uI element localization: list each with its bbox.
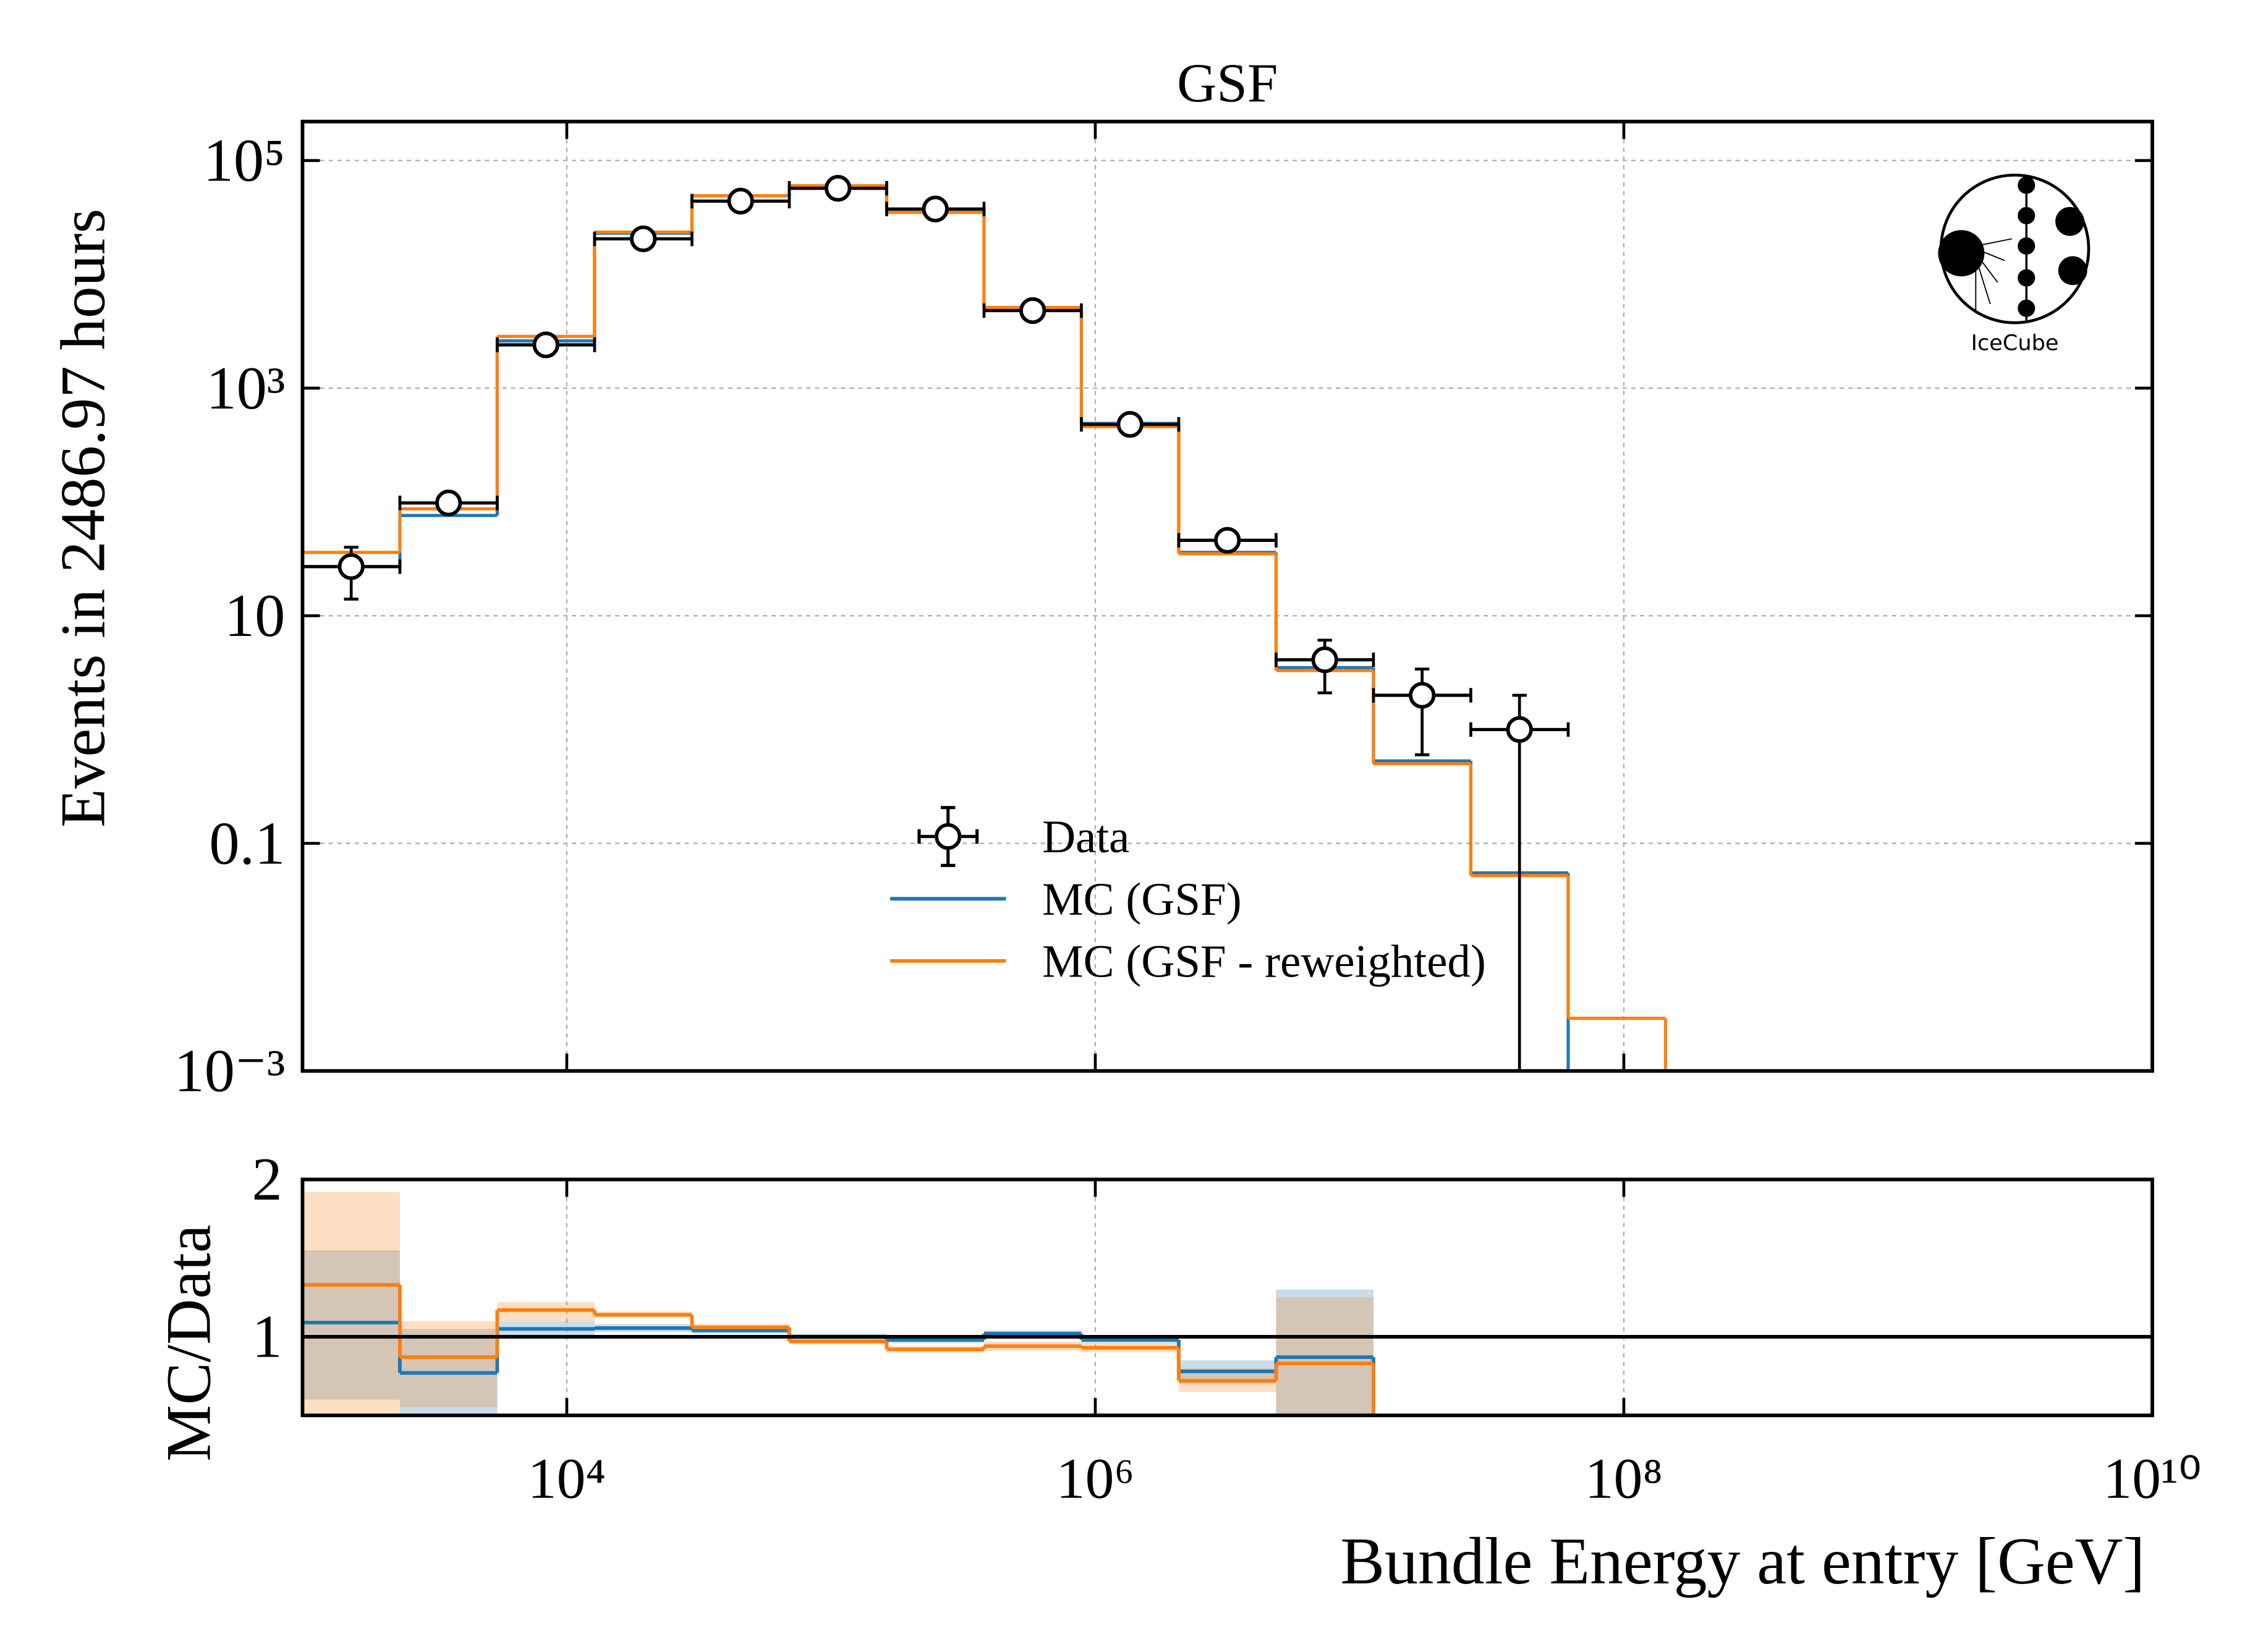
y-error-cap [1415,667,1430,756]
y-tick-label: 0.1 [209,810,285,877]
x-error-cap [593,231,694,247]
legend-label: Data [1042,811,1129,863]
x-error-cap [982,303,1083,318]
y-error-cap [344,546,359,601]
ratio-y-axis-label: MC/Data [154,1224,224,1461]
y-tick-label: 1 [252,1303,282,1371]
y-axis-label: Events in 2486.97 hours [48,209,119,828]
x-error-cap [885,201,986,216]
x-error-cap [1080,417,1181,432]
y-error-cap [1317,638,1332,695]
plot-area [302,121,2153,1071]
data-point [1311,646,1338,674]
x-tick-label: 10⁸ [1585,1447,1663,1511]
data-point [532,331,559,358]
data-point [1214,527,1241,554]
data-point [1116,411,1144,438]
legend-label: MC (GSF) [1042,874,1242,925]
x-error-cap [496,337,596,352]
x-error-cap [398,496,499,510]
data-point [435,489,462,517]
x-error-cap [1372,688,1472,703]
x-error-cap [1469,722,1570,737]
data-point [630,225,657,253]
y-tick-label: 10⁻³ [174,1038,286,1105]
data-point [1409,682,1436,709]
uncertainty-band [302,1192,400,1416]
x-tick-label: 10⁶ [1056,1447,1134,1511]
data-point [825,175,852,202]
ratio-frame [300,1177,2154,1418]
data-point [1019,297,1046,324]
data-point [922,195,949,222]
uncertainty-band [302,1250,400,1400]
logo-text: IceCube [1971,331,2059,356]
x-error-cap [302,559,402,574]
uncertainty-band [1276,1289,1373,1416]
x-axis-label: Bundle Energy at entry [GeV] [1340,1525,2145,1598]
x-error-cap [690,193,791,209]
x-tick-label: 10¹⁰ [2103,1447,2201,1511]
ratio-area [302,1179,2153,1416]
y-tick-label: 10⁵ [203,127,286,195]
legend-label: MC (GSF - reweighted) [1042,936,1486,988]
uncertainty-band [399,1321,498,1408]
data-point [1506,716,1533,743]
y-tick-label: 10 [224,582,285,650]
x-error-cap [1275,652,1375,667]
chart-title: GSF [1177,53,1278,114]
y-tick-label: 10³ [206,355,286,422]
data-point [727,187,754,215]
logo: IceCube [1938,173,2090,356]
data-point [337,553,365,580]
x-tick-label: 10⁴ [528,1447,606,1511]
plot-frame [300,119,2154,1073]
legend-marker [935,823,962,850]
x-error-cap [1177,533,1278,548]
x-error-cap [787,180,888,196]
y-tick-label: 2 [252,1146,282,1213]
y-error-cap [1512,693,1527,1071]
